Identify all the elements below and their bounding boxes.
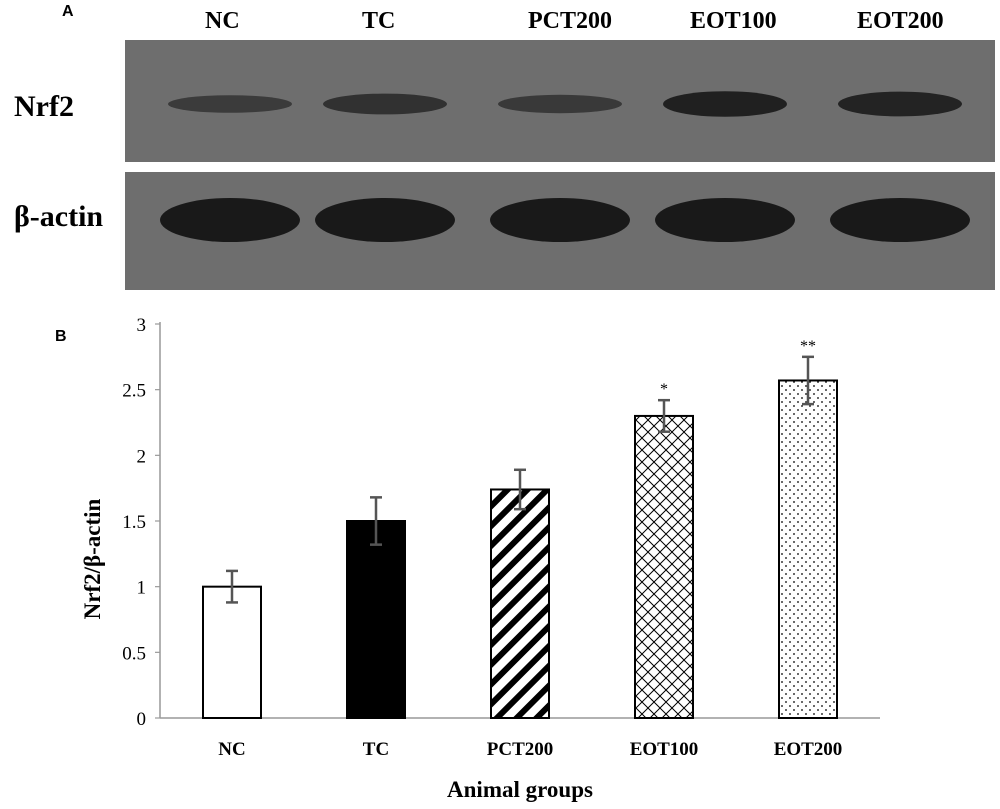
y-tick-label: 1 — [137, 578, 147, 599]
category-label: PCT200 — [487, 739, 554, 760]
row-label-beta-actin: β-actin — [14, 200, 104, 233]
bar-tc — [346, 520, 406, 719]
bar-eot200 — [778, 379, 838, 720]
panel-b-letter: B — [55, 328, 67, 345]
beta-actin-band — [315, 198, 455, 242]
y-tick-label: 0 — [137, 709, 147, 730]
y-axis-title: Nrf2/β-actin — [80, 498, 105, 619]
category-label: NC — [218, 739, 245, 760]
category-label: EOT200 — [774, 739, 843, 760]
beta-actin-band — [490, 198, 630, 242]
y-tick-label: 3 — [137, 315, 147, 336]
lane-label-tc: TC — [362, 8, 396, 34]
nrf2-band — [498, 94, 622, 114]
panel-a-letter: A — [62, 3, 74, 20]
row-label-nrf2: Nrf2 — [14, 90, 74, 123]
y-tick-label: 2.5 — [122, 381, 146, 402]
nrf2-band — [168, 95, 292, 113]
y-tick-label: 2 — [137, 446, 147, 467]
category-label: TC — [363, 739, 389, 760]
bar-chart: *** 00.511.522.53 NC TC PCT200 EOT100 EOT200… — [80, 315, 880, 802]
lane-label-pct200: PCT200 — [528, 8, 612, 34]
beta-actin-band — [830, 198, 970, 242]
nrf2-band — [838, 91, 962, 117]
nrf2-band — [663, 91, 787, 117]
y-tick-label: 1.5 — [122, 512, 146, 533]
significance-marker: ** — [800, 338, 816, 355]
bar-eot100 — [634, 414, 694, 720]
lane-label-eot100: EOT100 — [690, 8, 777, 34]
lane-label-nc: NC — [205, 8, 240, 34]
western-blot-panel: NC TC PCT200 EOT100 EOT200 Nrf2 β-actin — [0, 0, 1000, 300]
nrf2-band — [323, 93, 447, 115]
category-label: EOT100 — [630, 739, 699, 760]
beta-actin-band — [160, 198, 300, 242]
lane-label-eot200: EOT200 — [857, 8, 944, 34]
significance-marker: * — [660, 381, 668, 398]
y-tick-label: 0.5 — [122, 643, 146, 664]
bar-pct200 — [490, 488, 550, 719]
x-axis-title: Animal groups — [447, 777, 593, 802]
blot-image — [125, 40, 995, 290]
beta-actin-band — [655, 198, 795, 242]
bar-nc — [202, 585, 262, 719]
